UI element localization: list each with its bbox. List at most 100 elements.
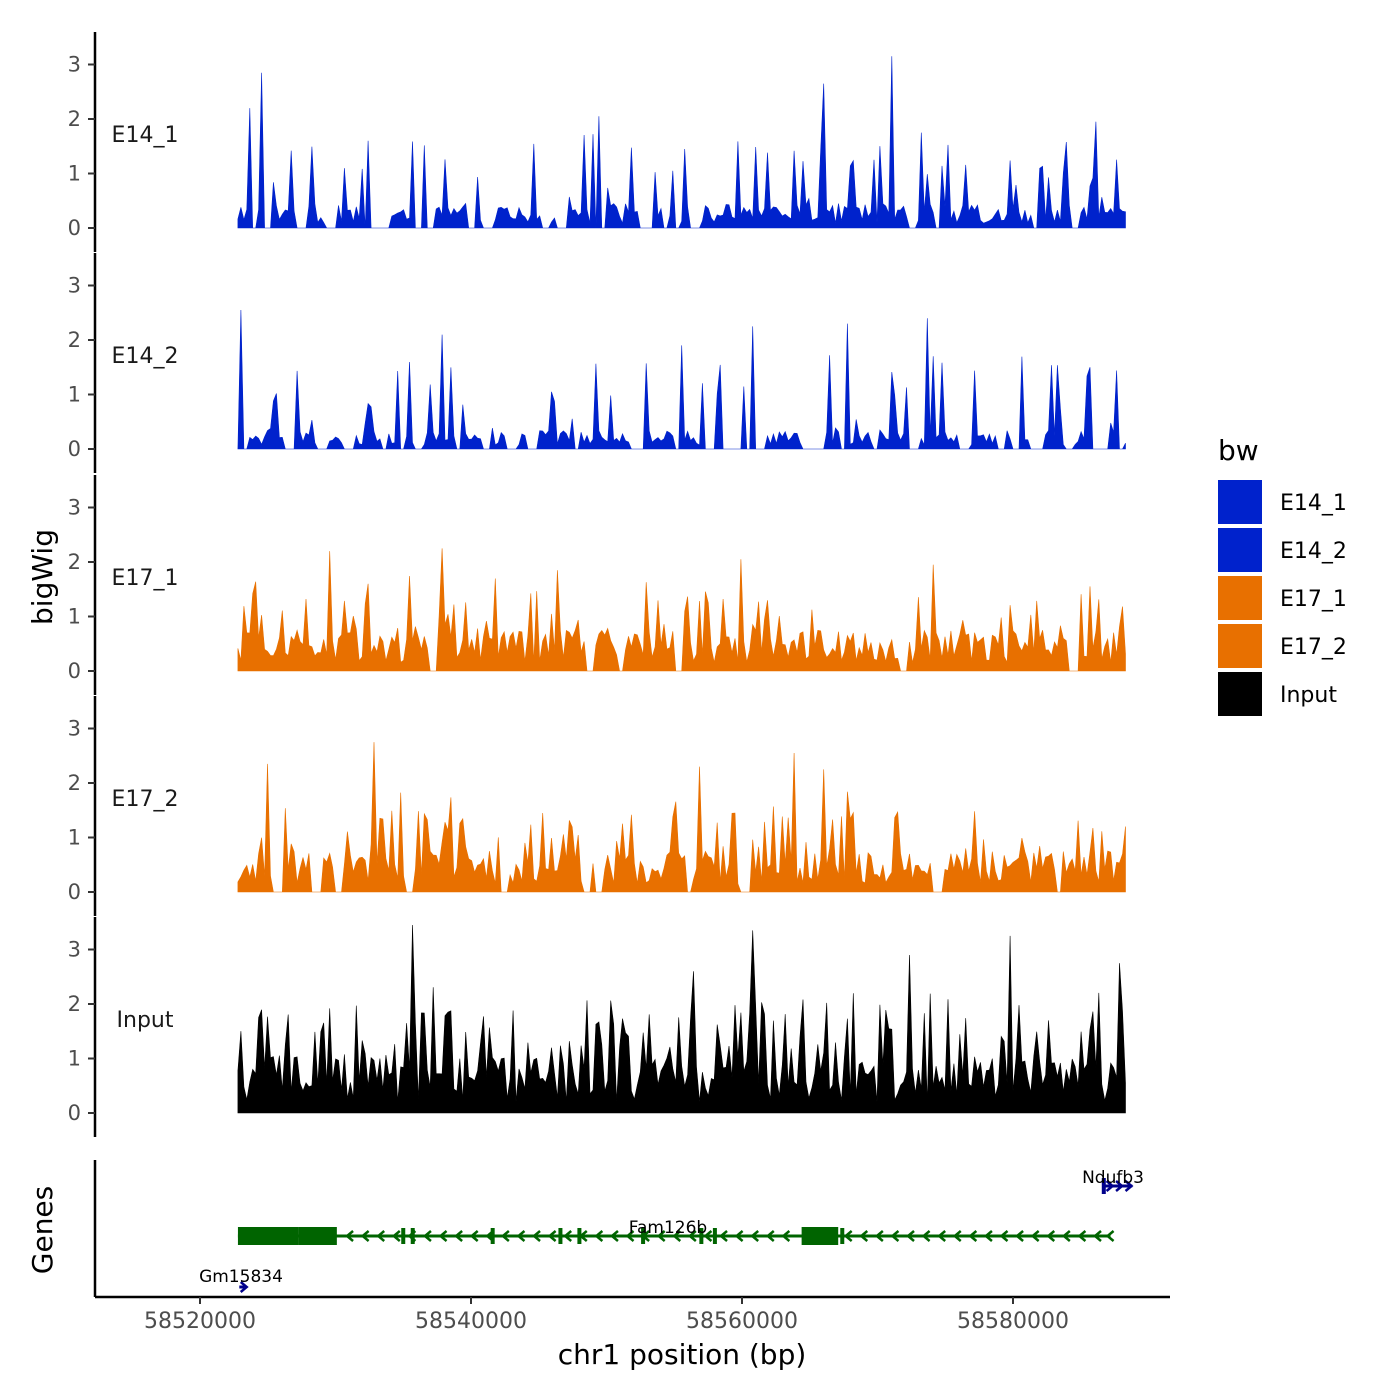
track-label-e14_2: E14_2	[112, 344, 179, 369]
strand-arrow	[672, 1230, 682, 1242]
coverage-area-e17_1	[237, 548, 1126, 672]
strand-arrow	[890, 1230, 900, 1242]
y-tick-label: 1	[68, 605, 81, 629]
strand-arrow	[734, 1230, 744, 1242]
legend-key-e17_1	[1218, 576, 1262, 620]
strand-arrow	[610, 1230, 619, 1242]
legend-key-e14_2	[1218, 528, 1262, 572]
strand-arrow	[703, 1230, 713, 1242]
y-tick-label: 0	[68, 216, 81, 240]
y-tick-label: 2	[68, 992, 81, 1016]
gene-ndufb3: Ndufb3	[1082, 1168, 1144, 1194]
strand-arrow	[391, 1230, 401, 1242]
strand-arrow	[516, 1230, 526, 1242]
gene-exon-small	[840, 1228, 845, 1244]
strand-arrow	[1105, 1180, 1115, 1192]
y-tick-label: 2	[68, 328, 81, 352]
strand-arrow	[999, 1230, 1009, 1242]
gene-exon	[237, 1227, 299, 1245]
strand-arrow	[423, 1230, 432, 1242]
x-tick-label: 58560000	[686, 1309, 798, 1334]
strand-arrow	[1015, 1230, 1024, 1242]
strand-arrow	[952, 1230, 962, 1242]
strand-arrow	[1093, 1230, 1102, 1242]
legend-label-input: Input	[1280, 683, 1337, 708]
strand-arrow	[750, 1230, 759, 1242]
track-panel-e17_2: 0 1 2 3 E17_2	[68, 696, 1126, 916]
legend-label-e14_1: E14_1	[1280, 491, 1347, 516]
legend-key-input	[1218, 672, 1262, 716]
strand-arrow	[438, 1230, 448, 1242]
strand-arrow	[1061, 1230, 1071, 1242]
x-tick-label: 58540000	[415, 1309, 527, 1334]
strand-arrow	[1030, 1230, 1040, 1242]
y-tick-label: 0	[68, 1101, 81, 1125]
y-tick-label: 1	[68, 162, 81, 186]
y-tick-label: 3	[68, 53, 81, 77]
gene-gm15834: Gm15834	[199, 1267, 283, 1293]
track-panel-e17_1: 0 1 2 3 E17_1	[68, 475, 1126, 695]
strand-arrow	[921, 1230, 931, 1242]
strand-arrow	[641, 1230, 650, 1242]
gene-label-ndufb3: Ndufb3	[1082, 1168, 1144, 1188]
strand-arrow	[1046, 1230, 1056, 1242]
strand-arrow	[843, 1230, 853, 1242]
gene-exon	[1101, 1178, 1106, 1194]
legend-key-e17_2	[1218, 624, 1262, 668]
strand-arrow	[563, 1230, 573, 1242]
x-axis-title: chr1 position (bp)	[558, 1338, 807, 1371]
y-tick-label: 2	[68, 107, 81, 131]
track-panel-e14_1: 0 1 2 3 E14_1	[68, 32, 1126, 252]
y-tick-label: 3	[68, 496, 81, 520]
y-tick-label: 2	[68, 550, 81, 574]
strand-arrow	[906, 1230, 915, 1242]
strand-arrow	[719, 1230, 728, 1242]
coverage-area-e17_2	[237, 742, 1126, 893]
track-label-input: Input	[117, 1008, 174, 1033]
legend-key-e14_1	[1218, 480, 1262, 524]
strand-arrow	[469, 1230, 479, 1242]
x-tick-label: 58580000	[957, 1309, 1069, 1334]
strand-arrow	[485, 1230, 495, 1242]
x-tick-label: 58520000	[144, 1309, 256, 1334]
y-tick-label: 2	[68, 771, 81, 795]
y-tick-label: 3	[68, 274, 81, 298]
gene-fam126b: Fam126b	[237, 1218, 1115, 1245]
gene-exon-small	[558, 1228, 563, 1244]
track-label-e14_1: E14_1	[112, 123, 179, 148]
coverage-area-e14_2	[237, 309, 1126, 450]
strand-arrow	[547, 1230, 557, 1242]
y-tick-label: 0	[68, 437, 81, 461]
strand-arrow	[500, 1230, 510, 1242]
track-label-e17_1: E17_1	[112, 566, 179, 591]
y-tick-label: 1	[68, 1047, 81, 1071]
legend-title: bw	[1218, 434, 1259, 467]
strand-arrow	[239, 1281, 249, 1293]
gene-exon	[298, 1227, 337, 1245]
y-tick-label: 3	[68, 717, 81, 741]
strand-arrow	[874, 1230, 884, 1242]
strand-arrow	[376, 1230, 386, 1242]
coverage-area-e14_1	[237, 56, 1126, 229]
strand-arrow	[1124, 1180, 1134, 1192]
strand-arrow	[407, 1230, 417, 1242]
coverage-area-input	[237, 924, 1126, 1114]
strand-arrow	[360, 1230, 370, 1242]
strand-arrow	[687, 1230, 697, 1242]
strand-arrow	[968, 1230, 978, 1242]
strand-arrow	[1115, 1180, 1125, 1192]
y-tick-label: 0	[68, 880, 81, 904]
y-tick-label: 3	[68, 938, 81, 962]
track-panel-e14_2: 0 1 2 3 E14_2	[68, 253, 1126, 473]
strand-arrow	[859, 1230, 869, 1242]
strand-arrow	[454, 1230, 463, 1242]
strand-arrow	[594, 1230, 604, 1242]
y-tick-label: 1	[68, 826, 81, 850]
track-label-e17_2: E17_2	[112, 787, 179, 812]
strand-arrow	[765, 1230, 775, 1242]
strand-arrow	[1077, 1230, 1087, 1242]
gene-exon-small	[401, 1228, 406, 1244]
strand-arrow	[625, 1230, 635, 1242]
